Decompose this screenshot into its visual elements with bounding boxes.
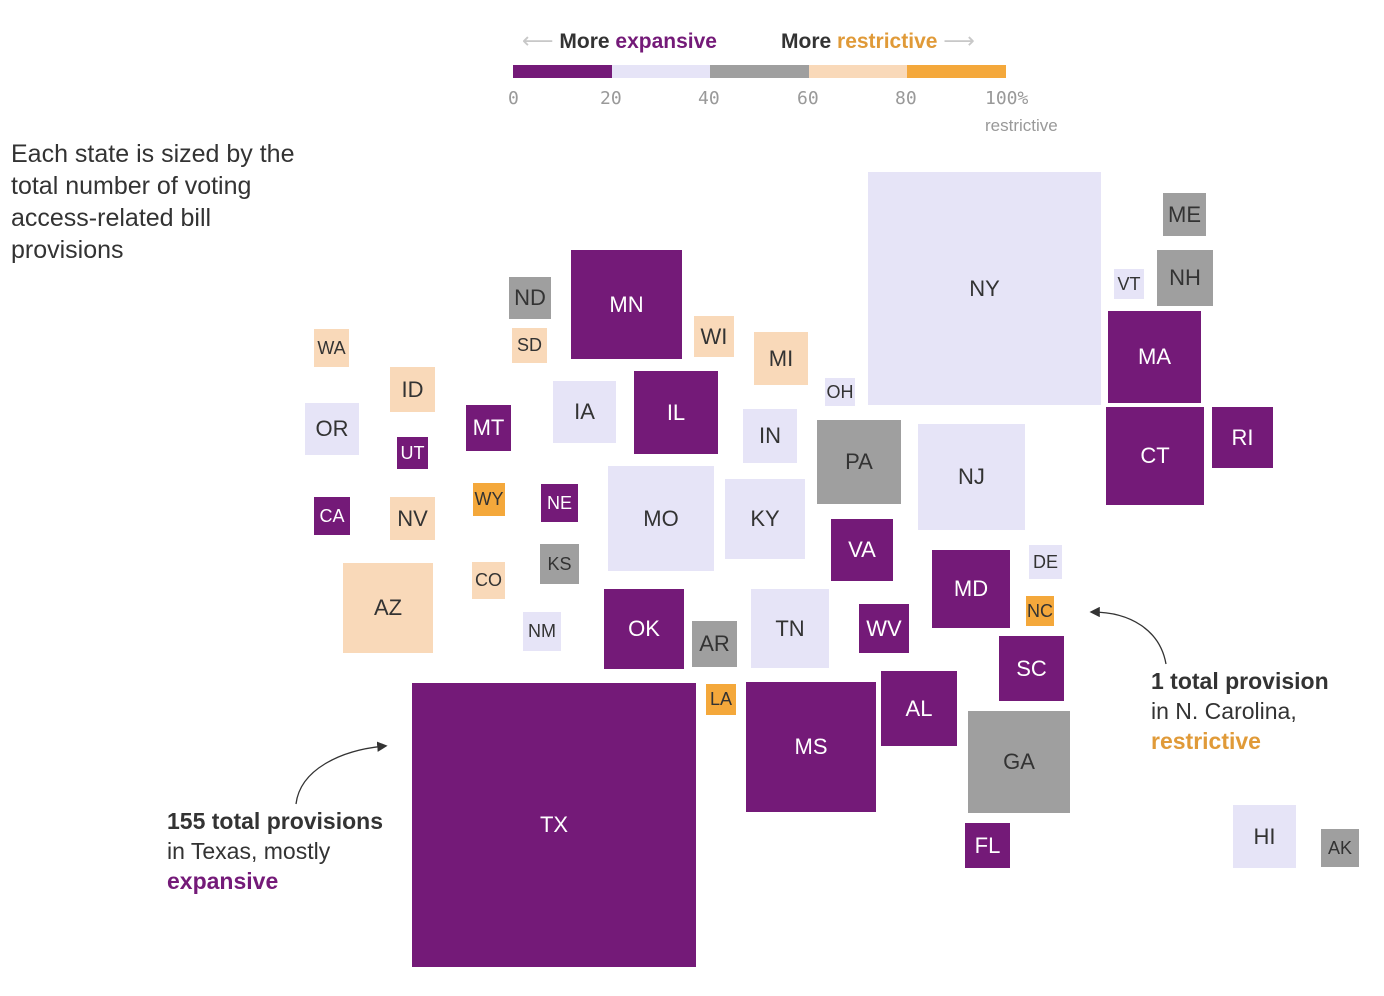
legend-color-bar <box>513 65 1006 78</box>
legend-swatch-40-60 <box>710 65 809 78</box>
legend-swatch-20-40 <box>611 65 711 78</box>
state-tile-fl: FL <box>965 823 1010 868</box>
state-tile-wv: WV <box>859 604 909 653</box>
state-tile-nm: NM <box>523 612 561 651</box>
texas-annotation: 155 total provisions in Texas, mostly ex… <box>167 806 383 896</box>
left-arrow-icon: ⟵ <box>522 28 554 53</box>
state-tile-sc: SC <box>999 636 1064 701</box>
nc-annotation-line1: 1 total provision <box>1151 668 1329 694</box>
texas-annotation-line1: 155 total provisions <box>167 808 384 834</box>
state-tile-de: DE <box>1029 545 1062 579</box>
state-tile-mi: MI <box>754 332 808 385</box>
state-tile-mt: MT <box>466 405 511 451</box>
state-tile-wy: WY <box>473 483 505 516</box>
state-tile-or: OR <box>305 403 359 455</box>
legend-swatch-80-100 <box>907 65 1006 78</box>
legend-left-word: expansive <box>615 30 717 53</box>
legend-left-prefix: More <box>559 30 610 53</box>
state-tile-ma: MA <box>1108 311 1201 403</box>
texas-annotation-arrow <box>295 741 388 805</box>
legend-tick: 20 <box>600 88 622 109</box>
state-tile-la: LA <box>706 684 736 715</box>
state-tile-md: MD <box>932 550 1010 628</box>
state-tile-ok: OK <box>604 589 684 669</box>
legend-tick: 100% <box>985 88 1029 109</box>
state-tile-ca: CA <box>314 497 350 535</box>
nc-annotation-line2: in N. Carolina, <box>1151 698 1297 724</box>
legend-right-prefix: More <box>781 30 832 53</box>
state-tile-wa: WA <box>314 329 349 367</box>
state-tile-nh: NH <box>1157 250 1213 306</box>
state-tile-nv: NV <box>390 497 435 540</box>
state-tile-nc: NC <box>1026 596 1054 626</box>
state-tile-mo: MO <box>608 466 714 571</box>
state-tile-ks: KS <box>540 544 579 584</box>
state-tile-oh: OH <box>825 378 855 406</box>
state-tile-pa: PA <box>817 420 901 504</box>
state-tile-al: AL <box>881 671 957 746</box>
state-tile-sd: SD <box>512 328 547 363</box>
state-tile-mn: MN <box>571 250 682 359</box>
nc-annotation-arrow <box>1089 606 1167 665</box>
state-tile-tx: TX <box>412 683 696 967</box>
legend-swatch-60-80 <box>808 65 908 78</box>
intro-text: Each state is sized by the total number … <box>11 140 295 264</box>
legend-right-word: restrictive <box>837 30 938 53</box>
state-tile-ar: AR <box>692 621 737 667</box>
state-tile-ak: AK <box>1321 829 1359 867</box>
state-tile-nd: ND <box>509 277 551 319</box>
state-tile-tn: TN <box>751 589 829 668</box>
legend-tick: 0 <box>508 88 519 109</box>
texas-annotation-line2: in Texas, mostly <box>167 838 331 864</box>
legend-swatch-0-20 <box>513 65 612 78</box>
legend-tick: 80 <box>895 88 917 109</box>
texas-annotation-line3: expansive <box>167 868 279 894</box>
state-tile-vt: VT <box>1114 269 1144 299</box>
state-tile-id: ID <box>390 367 435 412</box>
legend-tick: 60 <box>797 88 819 109</box>
state-tile-nj: NJ <box>918 424 1025 530</box>
state-tile-co: CO <box>472 562 505 599</box>
state-tile-wi: WI <box>694 316 734 357</box>
legend-expansive-label: ⟵ More expansive <box>522 28 717 54</box>
state-tile-ny: NY <box>868 172 1101 405</box>
legend-tick: 40 <box>698 88 720 109</box>
state-tile-ri: RI <box>1212 407 1273 468</box>
state-tile-il: IL <box>634 371 718 454</box>
nc-annotation: 1 total provision in N. Carolina, restri… <box>1151 666 1329 756</box>
state-tile-va: VA <box>831 519 893 581</box>
state-tile-ia: IA <box>553 381 616 443</box>
state-tile-ms: MS <box>746 682 876 812</box>
state-tile-ky: KY <box>725 479 805 559</box>
state-tile-ne: NE <box>541 484 578 522</box>
state-tile-me: ME <box>1163 193 1206 236</box>
state-tile-hi: HI <box>1233 805 1296 868</box>
right-arrow-icon: ⟶ <box>943 28 975 53</box>
legend-tick-sublabel: restrictive <box>985 116 1058 135</box>
state-tile-ut: UT <box>397 437 428 469</box>
state-tile-ga: GA <box>968 711 1070 813</box>
nc-annotation-line3: restrictive <box>1151 728 1261 754</box>
legend-restrictive-label: More restrictive ⟶ <box>781 28 975 54</box>
state-tile-ct: CT <box>1106 407 1204 505</box>
state-tile-az: AZ <box>343 563 433 653</box>
state-tile-in: IN <box>743 409 797 463</box>
